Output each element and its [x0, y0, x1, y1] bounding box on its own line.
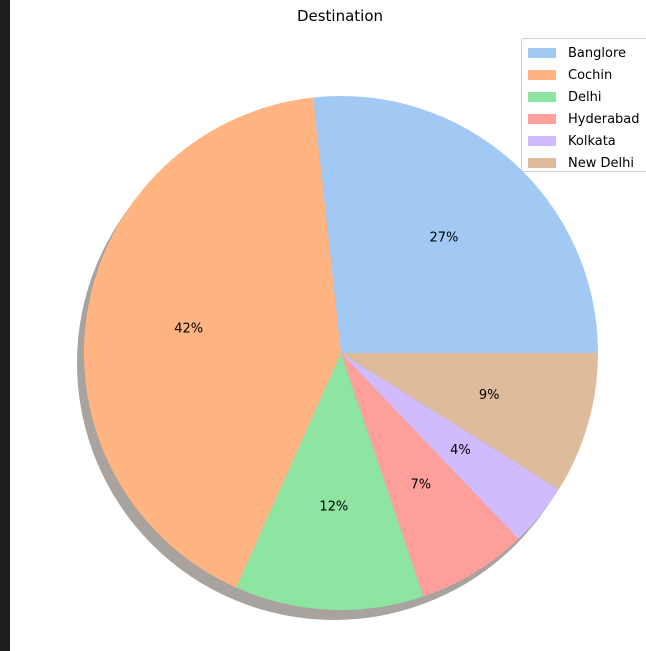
slice-label-hyderabad: 7% [411, 477, 432, 492]
legend-swatch [528, 158, 556, 168]
legend-label: Kolkata [568, 133, 616, 149]
legend-label: Delhi [568, 89, 602, 105]
chart-title: Destination [296, 7, 384, 25]
legend-item-delhi: Delhi [528, 86, 646, 108]
pie-slice-cochin [84, 97, 341, 588]
slice-label-new-delhi: 9% [479, 388, 500, 403]
pie-slices [84, 96, 598, 611]
slice-label-cochin: 42% [174, 322, 203, 337]
slice-label-banglore: 27% [429, 231, 458, 246]
pie-slice-kolkata [341, 353, 559, 539]
legend-item-cochin: Cochin [528, 64, 646, 86]
legend-item-hyderabad: Hyderabad [528, 108, 646, 130]
legend-swatch [528, 136, 556, 146]
legend-item-banglore: Banglore [528, 42, 646, 64]
pie-slice-delhi [236, 353, 424, 611]
slice-label-delhi: 12% [319, 500, 348, 515]
legend-item-new-delhi: New Delhi [528, 152, 646, 174]
legend-label: New Delhi [568, 155, 634, 171]
legend-label: Cochin [568, 67, 613, 83]
legend-swatch [528, 92, 556, 102]
pie-slice-new-delhi [341, 353, 598, 490]
legend-swatch [528, 48, 556, 58]
legend: Banglore Cochin Delhi Hyderabad Kolkata New D… [521, 38, 646, 172]
slice-label-kolkata: 4% [450, 443, 471, 458]
legend-item-kolkata: Kolkata [528, 130, 646, 152]
legend-label: Banglore [568, 45, 626, 61]
window-edge [0, 0, 10, 651]
legend-swatch [528, 114, 556, 124]
legend-label: Hyderabad [568, 111, 640, 127]
pie-slice-hyderabad [341, 353, 519, 597]
pie-slice-banglore [313, 96, 598, 354]
slice-labels: 27% 42% 12% 7% 4% 9% [174, 231, 499, 515]
legend-swatch [528, 70, 556, 80]
